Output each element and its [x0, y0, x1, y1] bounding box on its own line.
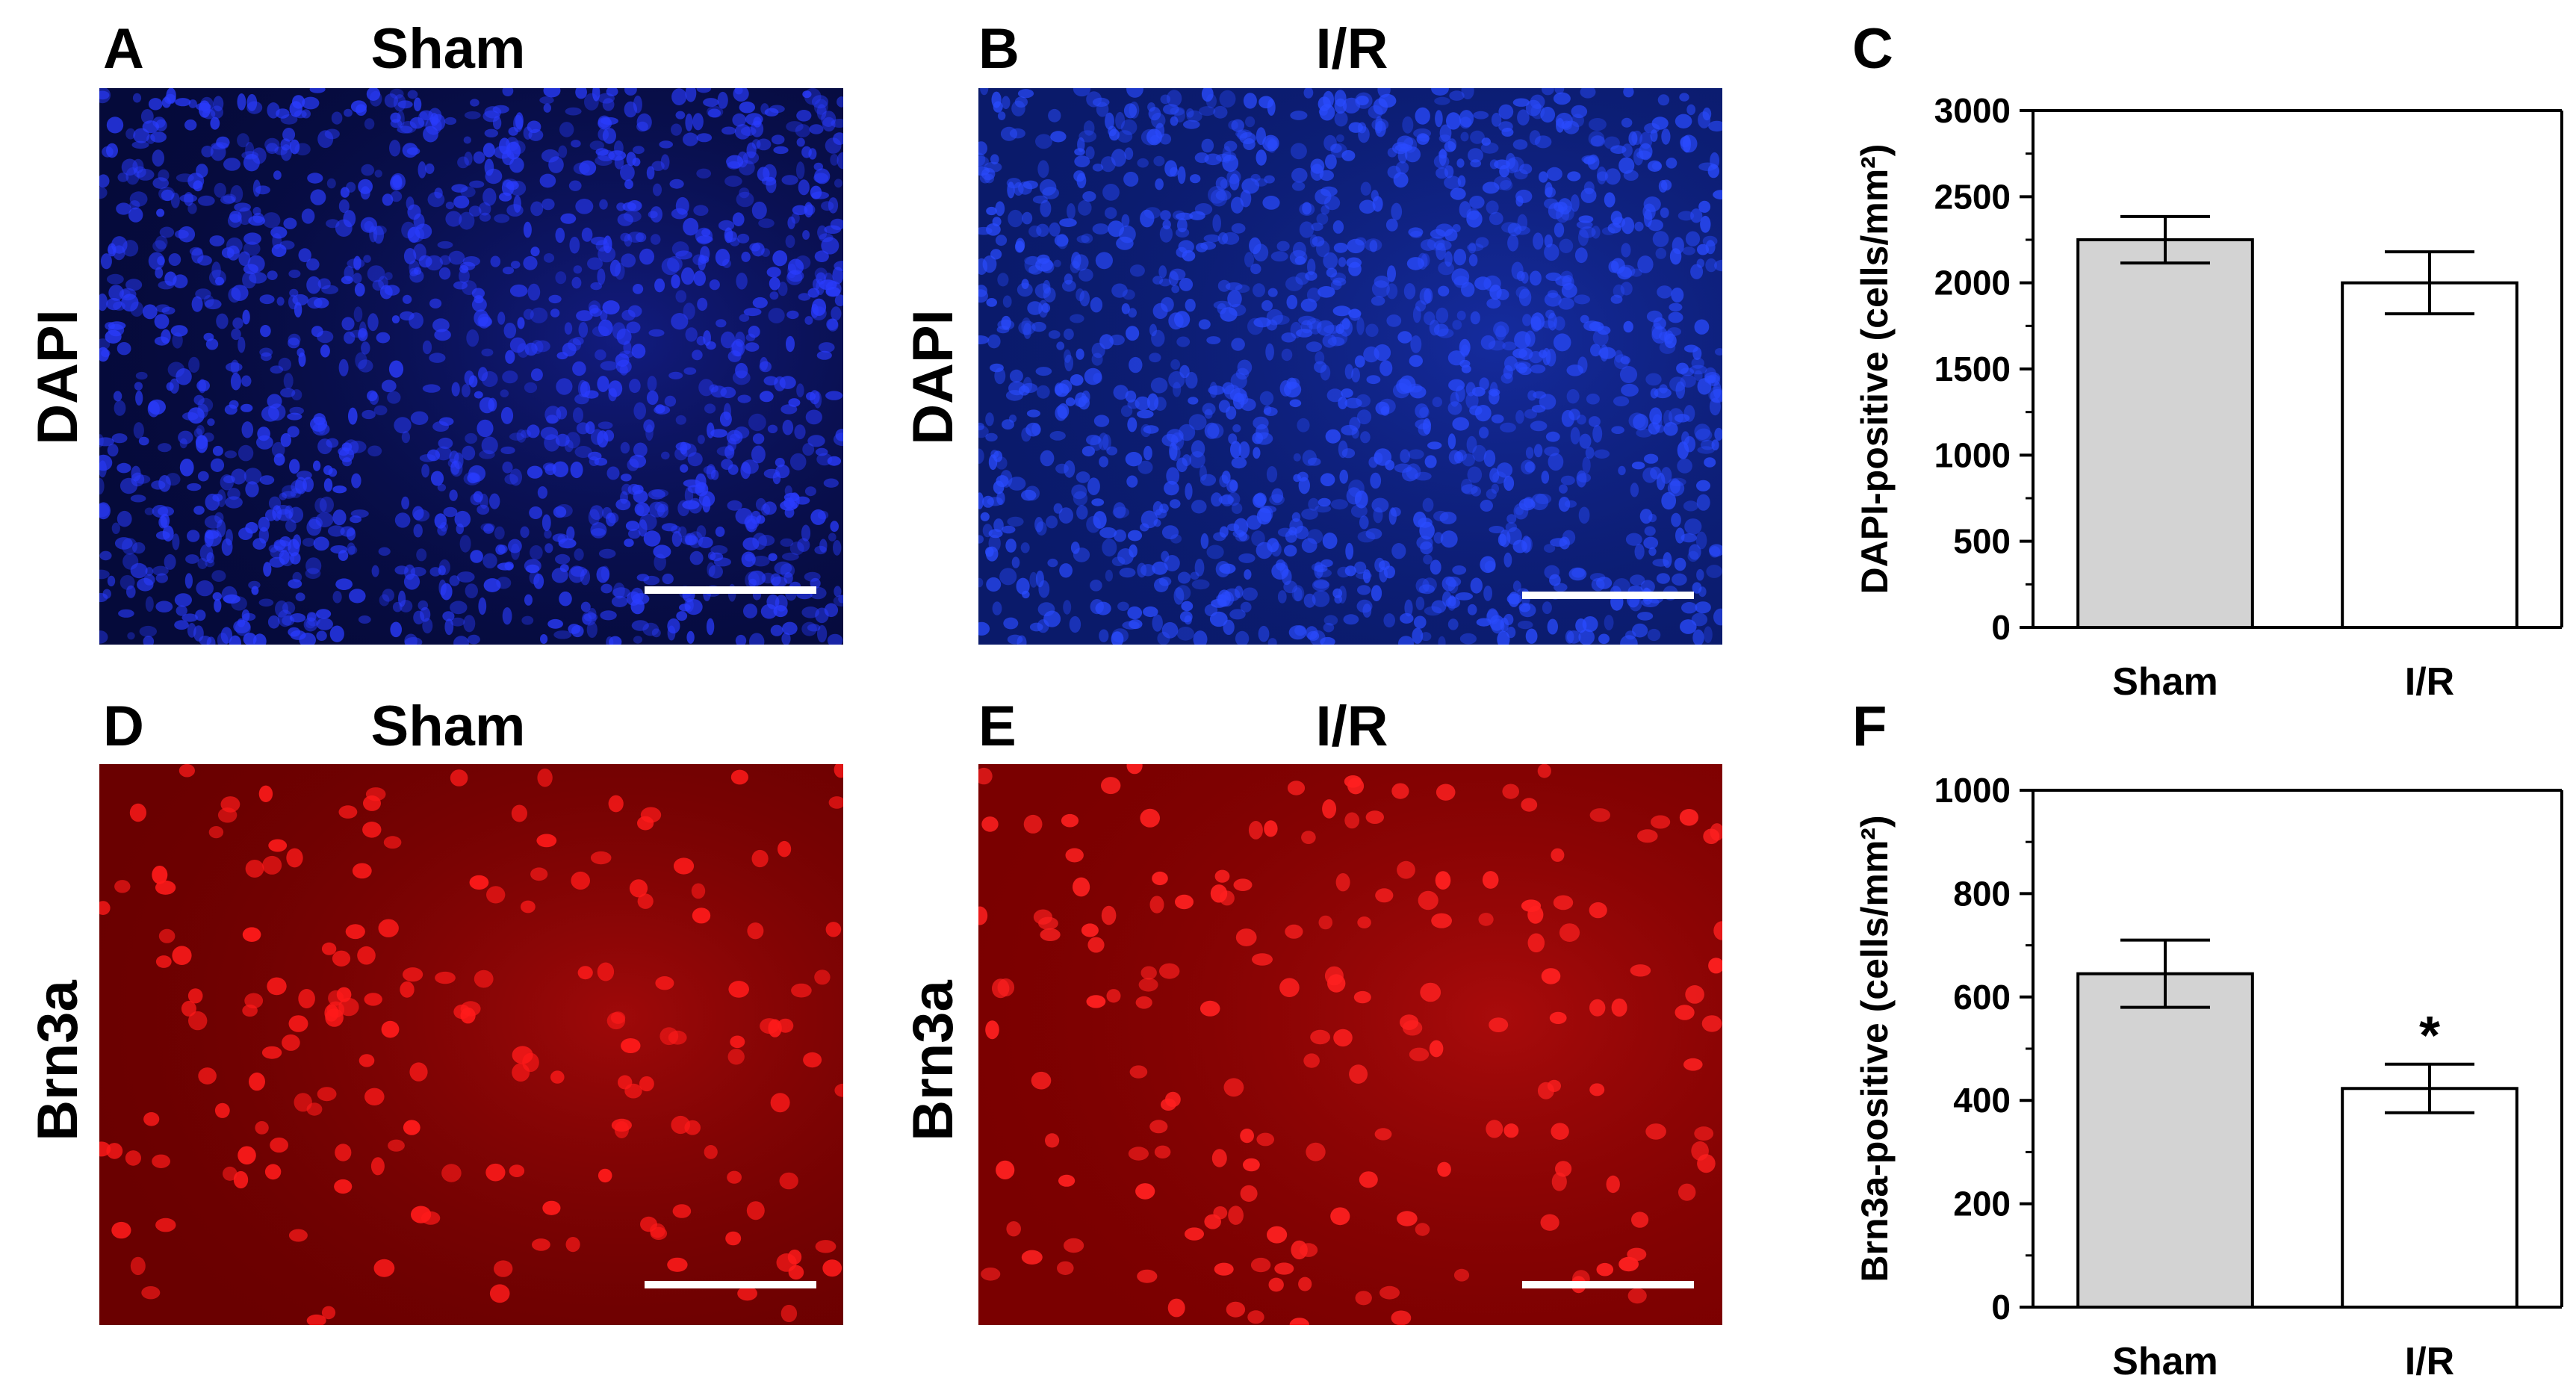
bar-ir	[2341, 281, 2518, 629]
panel-d-title: Sham	[370, 695, 526, 758]
y-tick-label: 200	[1953, 1185, 2011, 1223]
panel-letter-f: F	[1852, 695, 1887, 758]
y-tick-label: 800	[1953, 874, 2011, 913]
x-category-label: I/R	[2405, 1340, 2454, 1383]
y-tick-label: 3000	[1934, 91, 2011, 130]
y-tick-label: 1500	[1934, 350, 2011, 388]
micrograph-b	[978, 88, 1722, 645]
bar-sham	[2076, 972, 2254, 1309]
panel-letter-a: A	[103, 17, 144, 81]
y-tick-label: 1000	[1934, 435, 2011, 474]
scale-bar	[645, 586, 816, 594]
scale-bar	[1522, 592, 1694, 599]
scale-bar	[1522, 1281, 1694, 1288]
panel-a-title: Sham	[370, 17, 526, 81]
y-tick-label: 0	[1991, 608, 2011, 647]
panel-letter-c: C	[1852, 17, 1893, 81]
y-axis-label: Brn3a-positive (cells/mm²)	[1854, 815, 1896, 1282]
y-tick-label: 2500	[1934, 177, 2011, 216]
panel-e-title: I/R	[1315, 695, 1388, 758]
y-tick-label: 2000	[1934, 264, 2011, 303]
micrograph-d	[99, 764, 843, 1325]
significance-marker: *	[2419, 1006, 2440, 1066]
bar-ir	[2341, 1087, 2518, 1309]
y-tick-label: 400	[1953, 1081, 2011, 1120]
panel-letter-e: E	[978, 695, 1017, 758]
y-tick-label: 600	[1953, 978, 2011, 1017]
y-axis-label: DAPI-positive (cells/mm²)	[1854, 144, 1896, 595]
panel-letter-b: B	[978, 17, 1019, 81]
micrograph-a	[99, 88, 843, 645]
y-tick-label: 1000	[1934, 771, 2011, 810]
x-category-label: I/R	[2405, 660, 2454, 704]
y-tick-label: 500	[1953, 522, 2011, 561]
y-tick-label: 0	[1991, 1288, 2011, 1327]
scale-bar	[645, 1281, 816, 1288]
bar-sham	[2076, 238, 2254, 629]
x-category-label: Sham	[2112, 1340, 2218, 1383]
x-category-label: Sham	[2112, 660, 2218, 704]
panel-letter-d: D	[103, 695, 144, 758]
micrograph-e	[978, 764, 1722, 1325]
panel-b-title: I/R	[1315, 17, 1388, 81]
